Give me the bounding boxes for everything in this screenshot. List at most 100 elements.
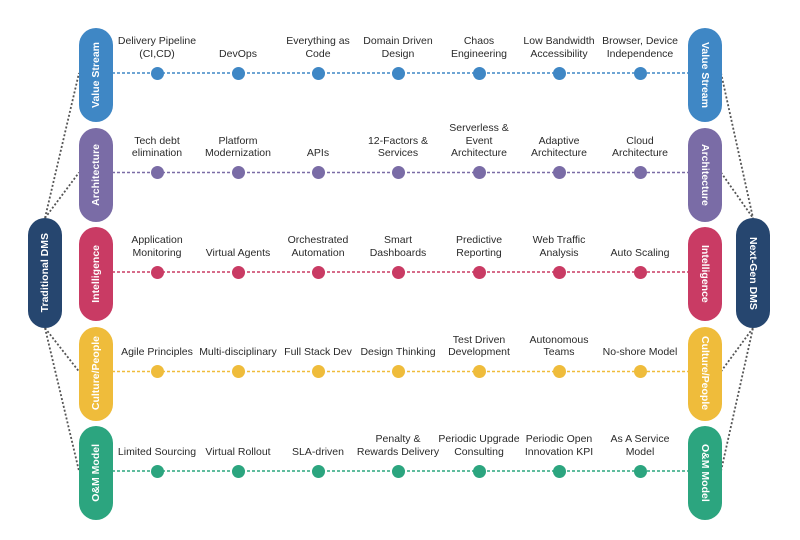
hub-connector-right bbox=[720, 72, 754, 219]
milestone-label: Delivery Pipeline (CI,CD) bbox=[115, 10, 199, 60]
milestone-text: Predictive Reporting bbox=[455, 234, 503, 259]
milestone-dot bbox=[472, 66, 486, 80]
milestone-text: Full Stack Dev bbox=[284, 346, 352, 358]
milestone-text: Penalty & Rewards Delivery bbox=[356, 433, 440, 458]
intelligence-pill-right: Intelligence bbox=[688, 227, 722, 321]
milestone-text: SLA-driven bbox=[292, 445, 344, 458]
milestone-label: Virtual Agents bbox=[196, 209, 280, 259]
milestone-text: Web Traffic Analysis bbox=[532, 234, 586, 259]
architecture-label: Architecture bbox=[699, 143, 711, 206]
milestone-dot bbox=[311, 166, 325, 179]
milestone-label: Everything as Code bbox=[276, 10, 360, 60]
milestone-label: Browser, Device Independence bbox=[598, 10, 682, 60]
milestone-label: Full Stack Dev bbox=[276, 309, 360, 359]
architecture-pill-left: Architecture bbox=[79, 127, 113, 222]
milestone-label: Agile Principles bbox=[115, 309, 199, 359]
milestone-text: Application Monitoring bbox=[131, 234, 183, 259]
milestone-dot bbox=[150, 166, 164, 179]
hub-connector-right bbox=[720, 327, 754, 472]
milestone-dot bbox=[391, 66, 405, 80]
hub-connector-left bbox=[44, 327, 80, 472]
milestone-dot bbox=[231, 166, 245, 179]
hub-connector-left bbox=[44, 327, 80, 373]
milestone-dot bbox=[311, 365, 325, 378]
o-m-model-label: O&M Model bbox=[699, 444, 711, 502]
milestone-text: Periodic Open Innovation KPI bbox=[524, 433, 594, 458]
next-gen-dms-pill: Next-Gen DMS bbox=[736, 218, 770, 328]
value-stream-label: Value Stream bbox=[699, 42, 711, 108]
milestone-dot bbox=[633, 464, 647, 478]
milestone-dot bbox=[231, 464, 245, 478]
milestone-dot bbox=[552, 166, 566, 179]
o-m-model-label: O&M Model bbox=[90, 444, 102, 502]
milestone-dot bbox=[552, 464, 566, 478]
milestone-dot bbox=[472, 166, 486, 179]
milestone-dot bbox=[231, 365, 245, 378]
milestone-dot bbox=[150, 265, 164, 279]
intelligence-label: Intelligence bbox=[699, 245, 711, 303]
milestone-label: As A Service Model bbox=[598, 408, 682, 458]
milestone-label: Cloud Architecture bbox=[598, 110, 682, 160]
o-m-model-pill-right: O&M Model bbox=[688, 426, 722, 520]
milestone-label: Domain Driven Design bbox=[356, 10, 440, 60]
milestone-dot bbox=[391, 464, 405, 478]
milestone-dot bbox=[472, 365, 486, 378]
milestone-text: Limited Sourcing bbox=[117, 445, 197, 458]
culture-people-pill-right: Culture/People bbox=[688, 326, 722, 421]
milestone-text: Virtual Rollout bbox=[205, 445, 271, 458]
next-gen-dms-label: Next-Gen DMS bbox=[747, 236, 759, 310]
milestone-dot bbox=[311, 265, 325, 279]
milestone-label: Design Thinking bbox=[356, 309, 440, 359]
hub-connector-right bbox=[720, 327, 754, 373]
milestone-label: SLA-driven bbox=[276, 408, 360, 458]
milestone-label: Periodic Open Innovation KPI bbox=[517, 408, 601, 458]
milestone-label: Tech debt elimination bbox=[115, 110, 199, 160]
milestone-text: Autonomous Teams bbox=[529, 333, 589, 359]
milestone-text: Periodic Upgrade Consulting bbox=[438, 433, 520, 458]
culture-people-pill-left: Culture/People bbox=[79, 326, 113, 421]
milestone-label: Virtual Rollout bbox=[196, 408, 280, 458]
milestone-dot bbox=[311, 66, 325, 80]
milestone-text: APIs bbox=[306, 147, 330, 159]
milestone-label: Periodic Upgrade Consulting bbox=[437, 408, 521, 458]
value-stream-pill-right: Value Stream bbox=[688, 28, 722, 122]
hub-connector-left bbox=[44, 72, 80, 219]
milestone-label: Chaos Engineering bbox=[437, 10, 521, 60]
milestone-dot bbox=[391, 365, 405, 378]
milestone-text: No-shore Model bbox=[602, 346, 678, 358]
traditional-dms-pill: Traditional DMS bbox=[28, 218, 62, 328]
culture-people-label: Culture/People bbox=[699, 336, 711, 411]
milestone-label: Web Traffic Analysis bbox=[517, 209, 601, 259]
milestone-dot bbox=[633, 265, 647, 279]
milestone-text: Test Driven Development bbox=[448, 333, 510, 359]
culture-people-label: Culture/People bbox=[90, 336, 102, 411]
milestone-text: Adaptive Architecture bbox=[530, 134, 588, 160]
milestone-label: APIs bbox=[276, 110, 360, 160]
milestone-dot bbox=[231, 265, 245, 279]
milestone-dot bbox=[150, 464, 164, 478]
milestone-label: Predictive Reporting bbox=[437, 209, 521, 259]
milestone-text: 12-Factors & Services bbox=[367, 134, 429, 160]
intelligence-pill-left: Intelligence bbox=[79, 227, 113, 321]
intelligence-label: Intelligence bbox=[90, 245, 102, 303]
milestone-text: As A Service Model bbox=[610, 433, 670, 458]
milestone-dot bbox=[391, 265, 405, 279]
milestone-text: Cloud Architecture bbox=[611, 134, 669, 160]
milestone-text: Domain Driven Design bbox=[363, 35, 433, 60]
milestone-label: Orchestrated Automation bbox=[276, 209, 360, 259]
milestone-dot bbox=[552, 265, 566, 279]
traditional-dms-label: Traditional DMS bbox=[39, 233, 51, 313]
milestone-text: Platform Modernization bbox=[205, 134, 271, 160]
milestone-text: Low Bandwidth Accessibility bbox=[523, 35, 595, 60]
milestone-dot bbox=[633, 66, 647, 80]
milestone-text: Design Thinking bbox=[360, 346, 436, 358]
milestone-text: Smart Dashboards bbox=[369, 234, 427, 259]
milestone-label: Multi-disciplinary bbox=[196, 309, 280, 359]
milestone-dot bbox=[552, 365, 566, 378]
milestone-text: Orchestrated Automation bbox=[287, 234, 349, 259]
milestone-text: DevOps bbox=[219, 47, 257, 60]
hub-connector-left bbox=[44, 171, 80, 219]
milestone-text: Tech debt elimination bbox=[131, 134, 183, 160]
milestone-label: DevOps bbox=[196, 10, 280, 60]
milestone-label: Test Driven Development bbox=[437, 309, 521, 359]
